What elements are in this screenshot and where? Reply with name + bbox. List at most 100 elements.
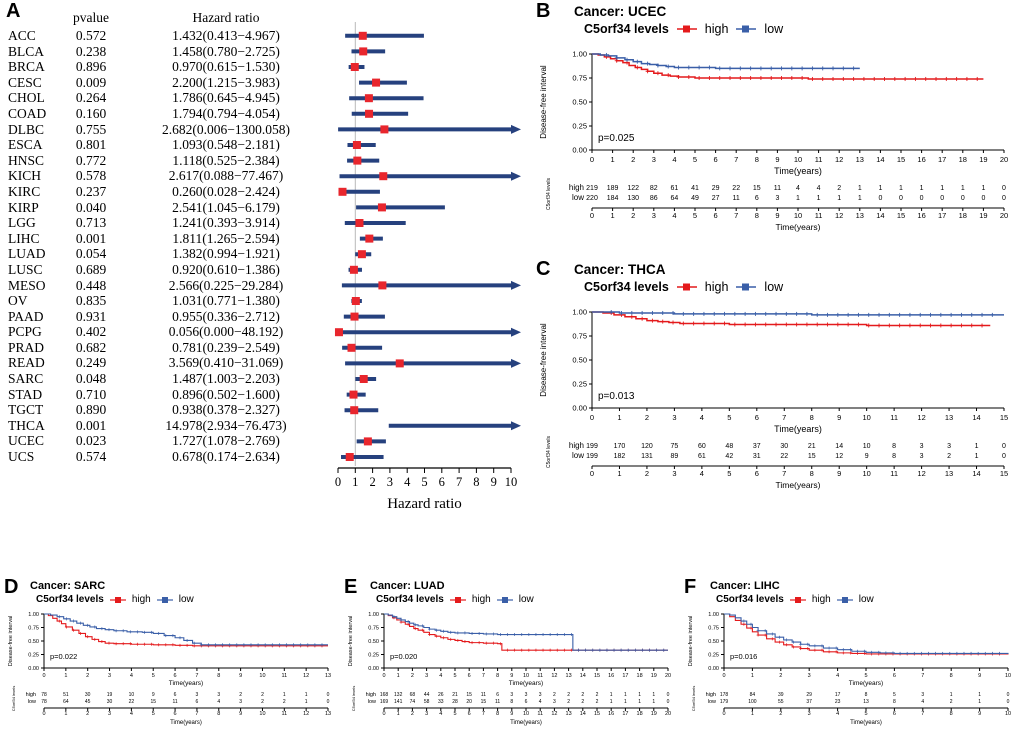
- censor-marks-high: [57, 619, 324, 648]
- y-axis: 0.00 0.25 0.50 0.75 1.00: [28, 612, 45, 672]
- forest-header-spacer: [0, 10, 60, 26]
- cancer-name: MESO: [8, 277, 46, 293]
- km-title-ucec: Cancer: UCEC: [574, 4, 667, 19]
- svg-text:0: 0: [667, 699, 670, 705]
- forest-ci-row: [388, 421, 521, 431]
- svg-text:3: 3: [425, 673, 428, 679]
- forest-row: CESC 0.009 2.200(1.215−3.983): [0, 75, 330, 91]
- svg-text:1.00: 1.00: [572, 308, 587, 317]
- svg-text:78: 78: [41, 699, 47, 705]
- hr-ci-cell: 2.566(0.225−29.284): [168, 277, 284, 293]
- svg-text:12: 12: [303, 711, 309, 717]
- svg-text:14: 14: [580, 711, 586, 717]
- svg-text:4: 4: [404, 475, 411, 489]
- svg-text:23: 23: [835, 699, 841, 705]
- svg-text:6: 6: [714, 155, 718, 164]
- svg-text:11: 11: [172, 699, 177, 705]
- forest-row: LUSC 0.689 0.920(0.610−1.386): [0, 262, 330, 278]
- censor-marks-low: [609, 310, 995, 317]
- forest-ci-row: [351, 47, 386, 56]
- svg-text:61: 61: [671, 185, 679, 192]
- svg-text:2: 2: [837, 185, 841, 192]
- forest-ci-row: [344, 219, 406, 227]
- svg-text:7: 7: [734, 155, 738, 164]
- svg-text:0: 0: [722, 711, 725, 717]
- svg-text:19: 19: [651, 673, 657, 679]
- risk-table: high 219 189 122 82 61 41 29 22 15 11 4 4 2 1 1 1 1 1 1 1 0lo…: [546, 178, 1008, 232]
- km-ylabel: Disease-free interval: [688, 616, 694, 666]
- svg-text:1.00: 1.00: [708, 612, 719, 618]
- svg-text:9: 9: [775, 155, 779, 164]
- cancer-name: LUAD: [8, 246, 46, 262]
- svg-text:8: 8: [473, 475, 479, 489]
- svg-text:11: 11: [890, 469, 898, 478]
- svg-text:2: 2: [645, 413, 649, 422]
- svg-text:4: 4: [672, 155, 676, 164]
- svg-text:220: 220: [586, 195, 598, 202]
- svg-text:1: 1: [878, 185, 882, 192]
- svg-text:3: 3: [553, 699, 556, 705]
- forest-ci-row: [338, 187, 380, 196]
- km-legend-thca: C5orf34 levels high low: [584, 280, 1020, 294]
- censor-marks-low: [604, 52, 856, 71]
- svg-text:1: 1: [617, 413, 621, 422]
- hr-point: [355, 219, 364, 227]
- svg-text:6: 6: [468, 711, 471, 717]
- svg-text:4: 4: [439, 673, 442, 679]
- svg-text:2: 2: [631, 155, 635, 164]
- svg-text:44: 44: [424, 692, 430, 698]
- svg-text:12: 12: [917, 413, 925, 422]
- svg-text:0.50: 0.50: [572, 98, 587, 107]
- svg-text:30: 30: [107, 699, 113, 705]
- svg-text:17: 17: [622, 673, 628, 679]
- p-value: p=0.025: [598, 133, 635, 144]
- arrow-right-icon: [511, 327, 521, 337]
- svg-text:0: 0: [1007, 699, 1010, 705]
- pvalue-cell: 0.572: [75, 28, 107, 43]
- km-ylabel: Disease-free interval: [8, 616, 14, 666]
- svg-text:1: 1: [624, 692, 627, 698]
- forest-ci-row: [345, 31, 424, 40]
- risk-axis-label: C5orf34 levels: [11, 686, 16, 712]
- forest-plot: 0 1 2 3 4 5 6 7 8 9 10 Hazard ratio: [335, 22, 521, 512]
- forest-ci-row: [359, 234, 383, 243]
- svg-text:19: 19: [979, 155, 987, 164]
- hr-point: [378, 281, 387, 290]
- svg-text:6: 6: [174, 711, 177, 717]
- forest-row: KIRP 0.040 2.541(1.045−6.179): [0, 200, 330, 216]
- forest-ci-row: [341, 280, 521, 290]
- hr-ci-cell: 0.781(0.239−2.549): [172, 339, 280, 355]
- svg-text:1: 1: [283, 692, 286, 698]
- forest-row: TGCT 0.890 0.938(0.378−2.327): [0, 402, 330, 418]
- legend-high-label: high: [811, 594, 831, 605]
- svg-text:1: 1: [624, 699, 627, 705]
- panel-label-a: A: [6, 0, 21, 22]
- svg-text:9: 9: [510, 711, 513, 717]
- forest-rows: ACC 0.572 1.432(0.413−4.967) BLCA 0.238 1.458…: [0, 28, 330, 465]
- cancer-name: KIRP: [8, 199, 39, 215]
- svg-text:9: 9: [837, 469, 841, 478]
- svg-text:2: 2: [86, 673, 89, 679]
- hr-point: [359, 47, 368, 56]
- forest-ci-row: [348, 265, 362, 274]
- svg-text:2: 2: [581, 692, 584, 698]
- cancer-name: LGG: [8, 215, 36, 231]
- km-title-sarc: Cancer: SARC: [30, 580, 106, 592]
- panel-km-thca: C Cancer: THCA C5orf34 levels high low 0…: [528, 258, 1020, 514]
- forest-row: BRCA 0.896 0.970(0.615−1.530): [0, 59, 330, 75]
- panel-label-b: B: [536, 0, 551, 22]
- svg-text:3: 3: [425, 711, 428, 717]
- pvalue-cell: 0.835: [75, 293, 107, 309]
- svg-text:3: 3: [525, 692, 528, 698]
- risk-axis-label: C5orf34 levels: [546, 178, 552, 210]
- svg-text:1: 1: [397, 711, 400, 717]
- svg-text:1: 1: [652, 692, 655, 698]
- svg-text:17: 17: [622, 711, 628, 717]
- svg-text:10: 10: [1005, 673, 1011, 679]
- forest-row: DLBC 0.755 2.682(0.006−1300.058): [0, 122, 330, 138]
- pvalue-cell: 0.001: [75, 230, 107, 246]
- legend-high-swatch-icon: [449, 596, 466, 603]
- forest-row: HNSC 0.772 1.118(0.525−2.384): [0, 153, 330, 169]
- svg-text:4: 4: [836, 711, 839, 717]
